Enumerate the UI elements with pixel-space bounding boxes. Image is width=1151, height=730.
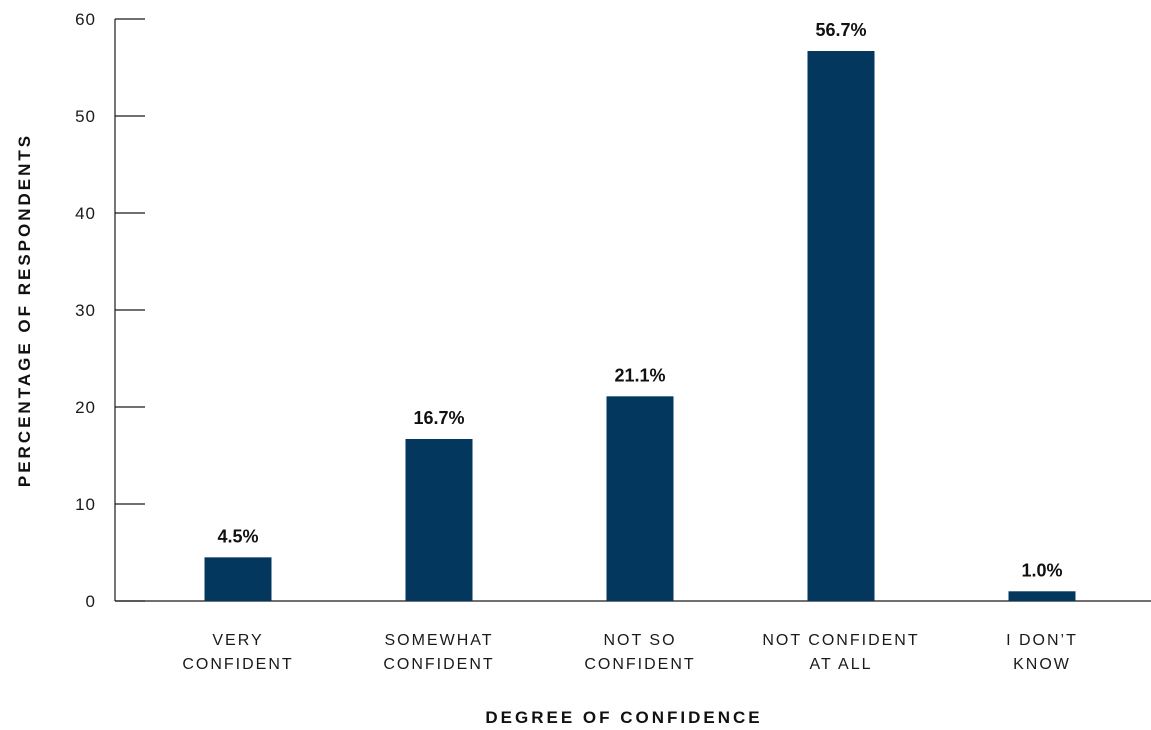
data-labels: 4.5% 16.7% 21.1% 56.7% 1.0%	[217, 20, 1062, 580]
category-label: CONFIDENT	[584, 656, 695, 673]
bar	[405, 439, 473, 601]
y-tick-label: 40	[75, 204, 96, 223]
bar	[1008, 591, 1076, 601]
category-label: AT ALL	[810, 656, 873, 673]
category-label: NOT CONFIDENT	[762, 632, 919, 649]
category-label: SOMEWHAT	[384, 632, 493, 649]
bar	[204, 557, 272, 601]
x-axis-title: DEGREE OF CONFIDENCE	[485, 708, 762, 727]
y-axis: 0 10 20 30 40 50 60	[75, 10, 145, 611]
category-label: VERY	[212, 632, 263, 649]
bars	[204, 51, 1076, 601]
category-label: CONFIDENT	[182, 656, 293, 673]
data-label: 4.5%	[217, 526, 258, 546]
bar	[606, 396, 674, 601]
y-tick-label: 20	[75, 398, 96, 417]
y-tick-label: 0	[86, 592, 96, 611]
category-label: I DON’T	[1006, 632, 1078, 649]
y-tick-label: 60	[75, 10, 96, 29]
y-tick-label: 50	[75, 107, 96, 126]
data-label: 16.7%	[413, 408, 464, 428]
data-label: 1.0%	[1021, 560, 1062, 580]
y-tick-label: 30	[75, 301, 96, 320]
category-labels: VERY CONFIDENT SOMEWHAT CONFIDENT NOT SO CONF…	[182, 632, 1078, 673]
category-label: NOT SO	[603, 632, 676, 649]
y-axis-title: PERCENTAGE OF RESPONDENTS	[15, 133, 34, 487]
data-label: 56.7%	[815, 20, 866, 40]
category-label: KNOW	[1013, 656, 1071, 673]
y-tick-label: 10	[75, 495, 96, 514]
bar	[807, 51, 875, 601]
data-label: 21.1%	[614, 365, 665, 385]
category-label: CONFIDENT	[383, 656, 494, 673]
